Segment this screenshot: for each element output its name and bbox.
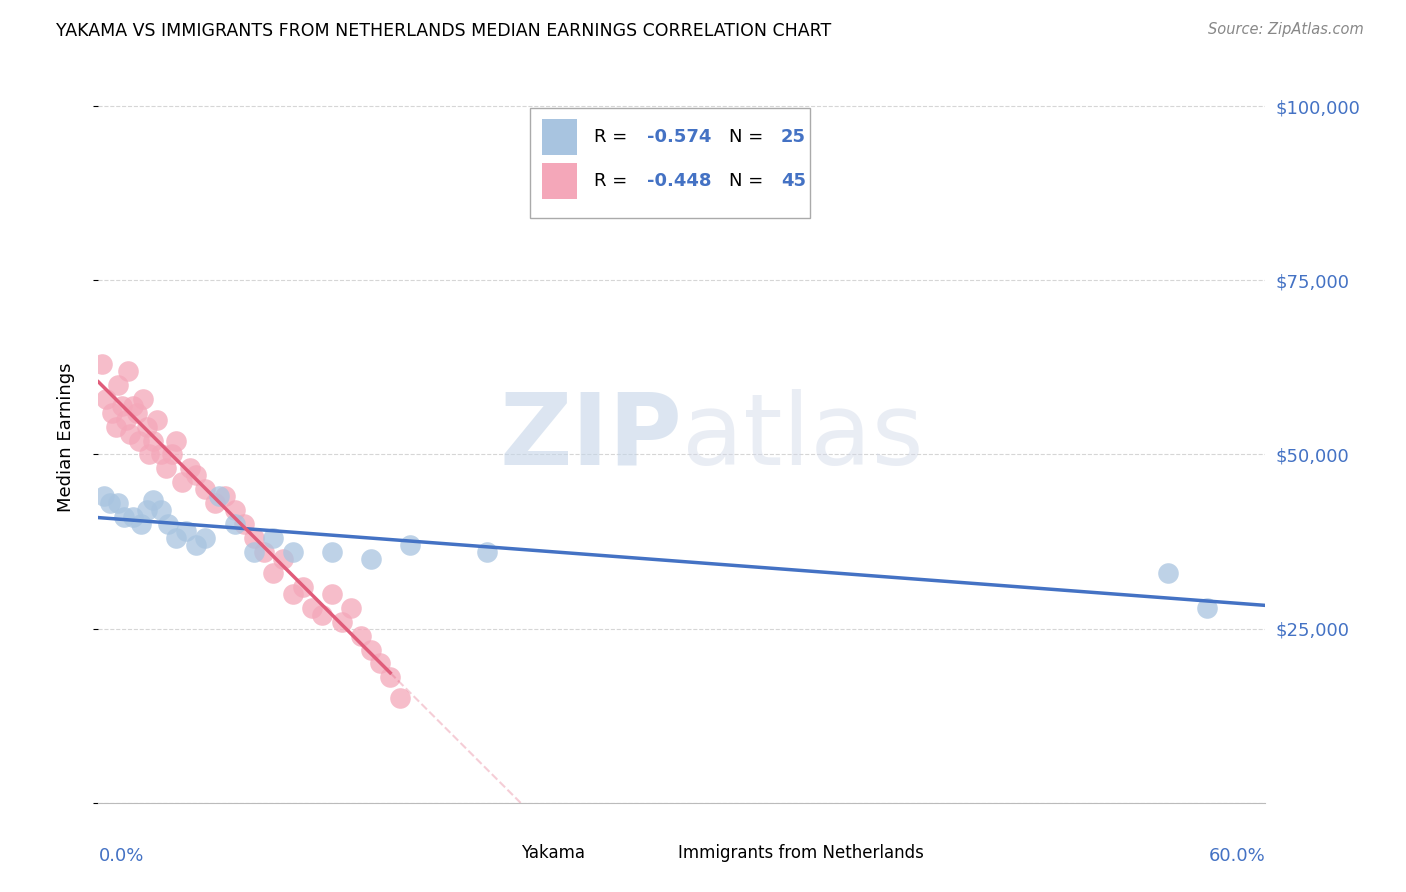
Point (321, 545, 343, 559)
Point (253, 545, 276, 559)
Point (104, 419, 127, 434)
Point (107, 496, 129, 510)
Point (398, 538, 420, 552)
Text: 25: 25 (782, 128, 806, 146)
Point (243, 545, 266, 559)
Point (360, 552, 382, 566)
Text: N =: N = (728, 172, 769, 190)
Point (93, 489, 115, 503)
Point (291, 580, 314, 594)
Point (114, 412, 136, 426)
Point (179, 461, 201, 475)
FancyBboxPatch shape (541, 162, 576, 199)
Point (142, 492, 165, 507)
Point (340, 600, 363, 615)
Point (330, 615, 353, 629)
Point (311, 607, 333, 622)
Text: 0.0%: 0.0% (98, 847, 143, 864)
Point (117, 364, 139, 378)
Point (184, 538, 207, 552)
Point (96, 392, 118, 406)
Point (370, 657, 392, 671)
Text: Yakama: Yakama (520, 844, 585, 862)
Point (111, 399, 134, 413)
Point (380, 670, 402, 684)
Text: 60.0%: 60.0% (1209, 847, 1265, 864)
Point (321, 587, 343, 601)
Text: R =: R = (595, 172, 633, 190)
Point (243, 531, 266, 545)
Point (122, 510, 145, 524)
Point (477, 545, 499, 559)
Point (208, 489, 231, 503)
Point (155, 461, 177, 475)
Text: atlas: atlas (682, 389, 924, 485)
Point (281, 587, 304, 601)
Text: -0.448: -0.448 (647, 172, 711, 190)
Text: R =: R = (595, 128, 633, 146)
Point (388, 691, 411, 706)
Point (214, 489, 236, 503)
Point (129, 517, 152, 532)
Point (157, 517, 180, 532)
Point (165, 434, 187, 448)
Point (1195, 600, 1218, 615)
Point (112, 510, 135, 524)
Point (101, 406, 124, 420)
Point (146, 412, 169, 426)
Text: 45: 45 (782, 172, 806, 190)
Point (301, 600, 323, 615)
Point (224, 503, 246, 517)
Text: YAKAMA VS IMMIGRANTS FROM NETHERLANDS MEDIAN EARNINGS CORRELATION CHART: YAKAMA VS IMMIGRANTS FROM NETHERLANDS ME… (56, 22, 831, 40)
Point (271, 552, 294, 566)
Point (136, 419, 159, 434)
Point (91, 357, 114, 371)
Point (174, 524, 197, 538)
Y-axis label: Median Earnings: Median Earnings (56, 362, 75, 512)
FancyBboxPatch shape (541, 119, 576, 155)
Point (132, 392, 155, 406)
Point (350, 629, 373, 643)
Point (1157, 566, 1180, 580)
Point (149, 448, 172, 462)
Point (360, 642, 382, 657)
Point (170, 475, 193, 490)
Point (127, 406, 149, 420)
Point (162, 448, 184, 462)
Point (204, 496, 226, 510)
Point (118, 426, 141, 441)
Point (281, 545, 304, 559)
Text: N =: N = (728, 128, 769, 146)
Text: ZIP: ZIP (499, 389, 682, 485)
Point (138, 448, 160, 462)
Text: Immigrants from Netherlands: Immigrants from Netherlands (679, 844, 924, 862)
Point (128, 434, 150, 448)
Point (122, 399, 145, 413)
Point (262, 531, 284, 545)
Text: Source: ZipAtlas.com: Source: ZipAtlas.com (1208, 22, 1364, 37)
Point (107, 377, 129, 392)
Point (194, 483, 217, 497)
Point (165, 531, 187, 545)
Point (142, 434, 165, 448)
Point (136, 503, 159, 517)
FancyBboxPatch shape (530, 108, 810, 218)
Point (149, 503, 172, 517)
Point (98, 496, 121, 510)
Point (262, 566, 284, 580)
FancyBboxPatch shape (484, 839, 513, 865)
Text: -0.574: -0.574 (647, 128, 711, 146)
FancyBboxPatch shape (641, 839, 671, 865)
Point (194, 531, 217, 545)
Point (233, 517, 256, 532)
Point (184, 468, 207, 483)
Point (224, 517, 246, 532)
